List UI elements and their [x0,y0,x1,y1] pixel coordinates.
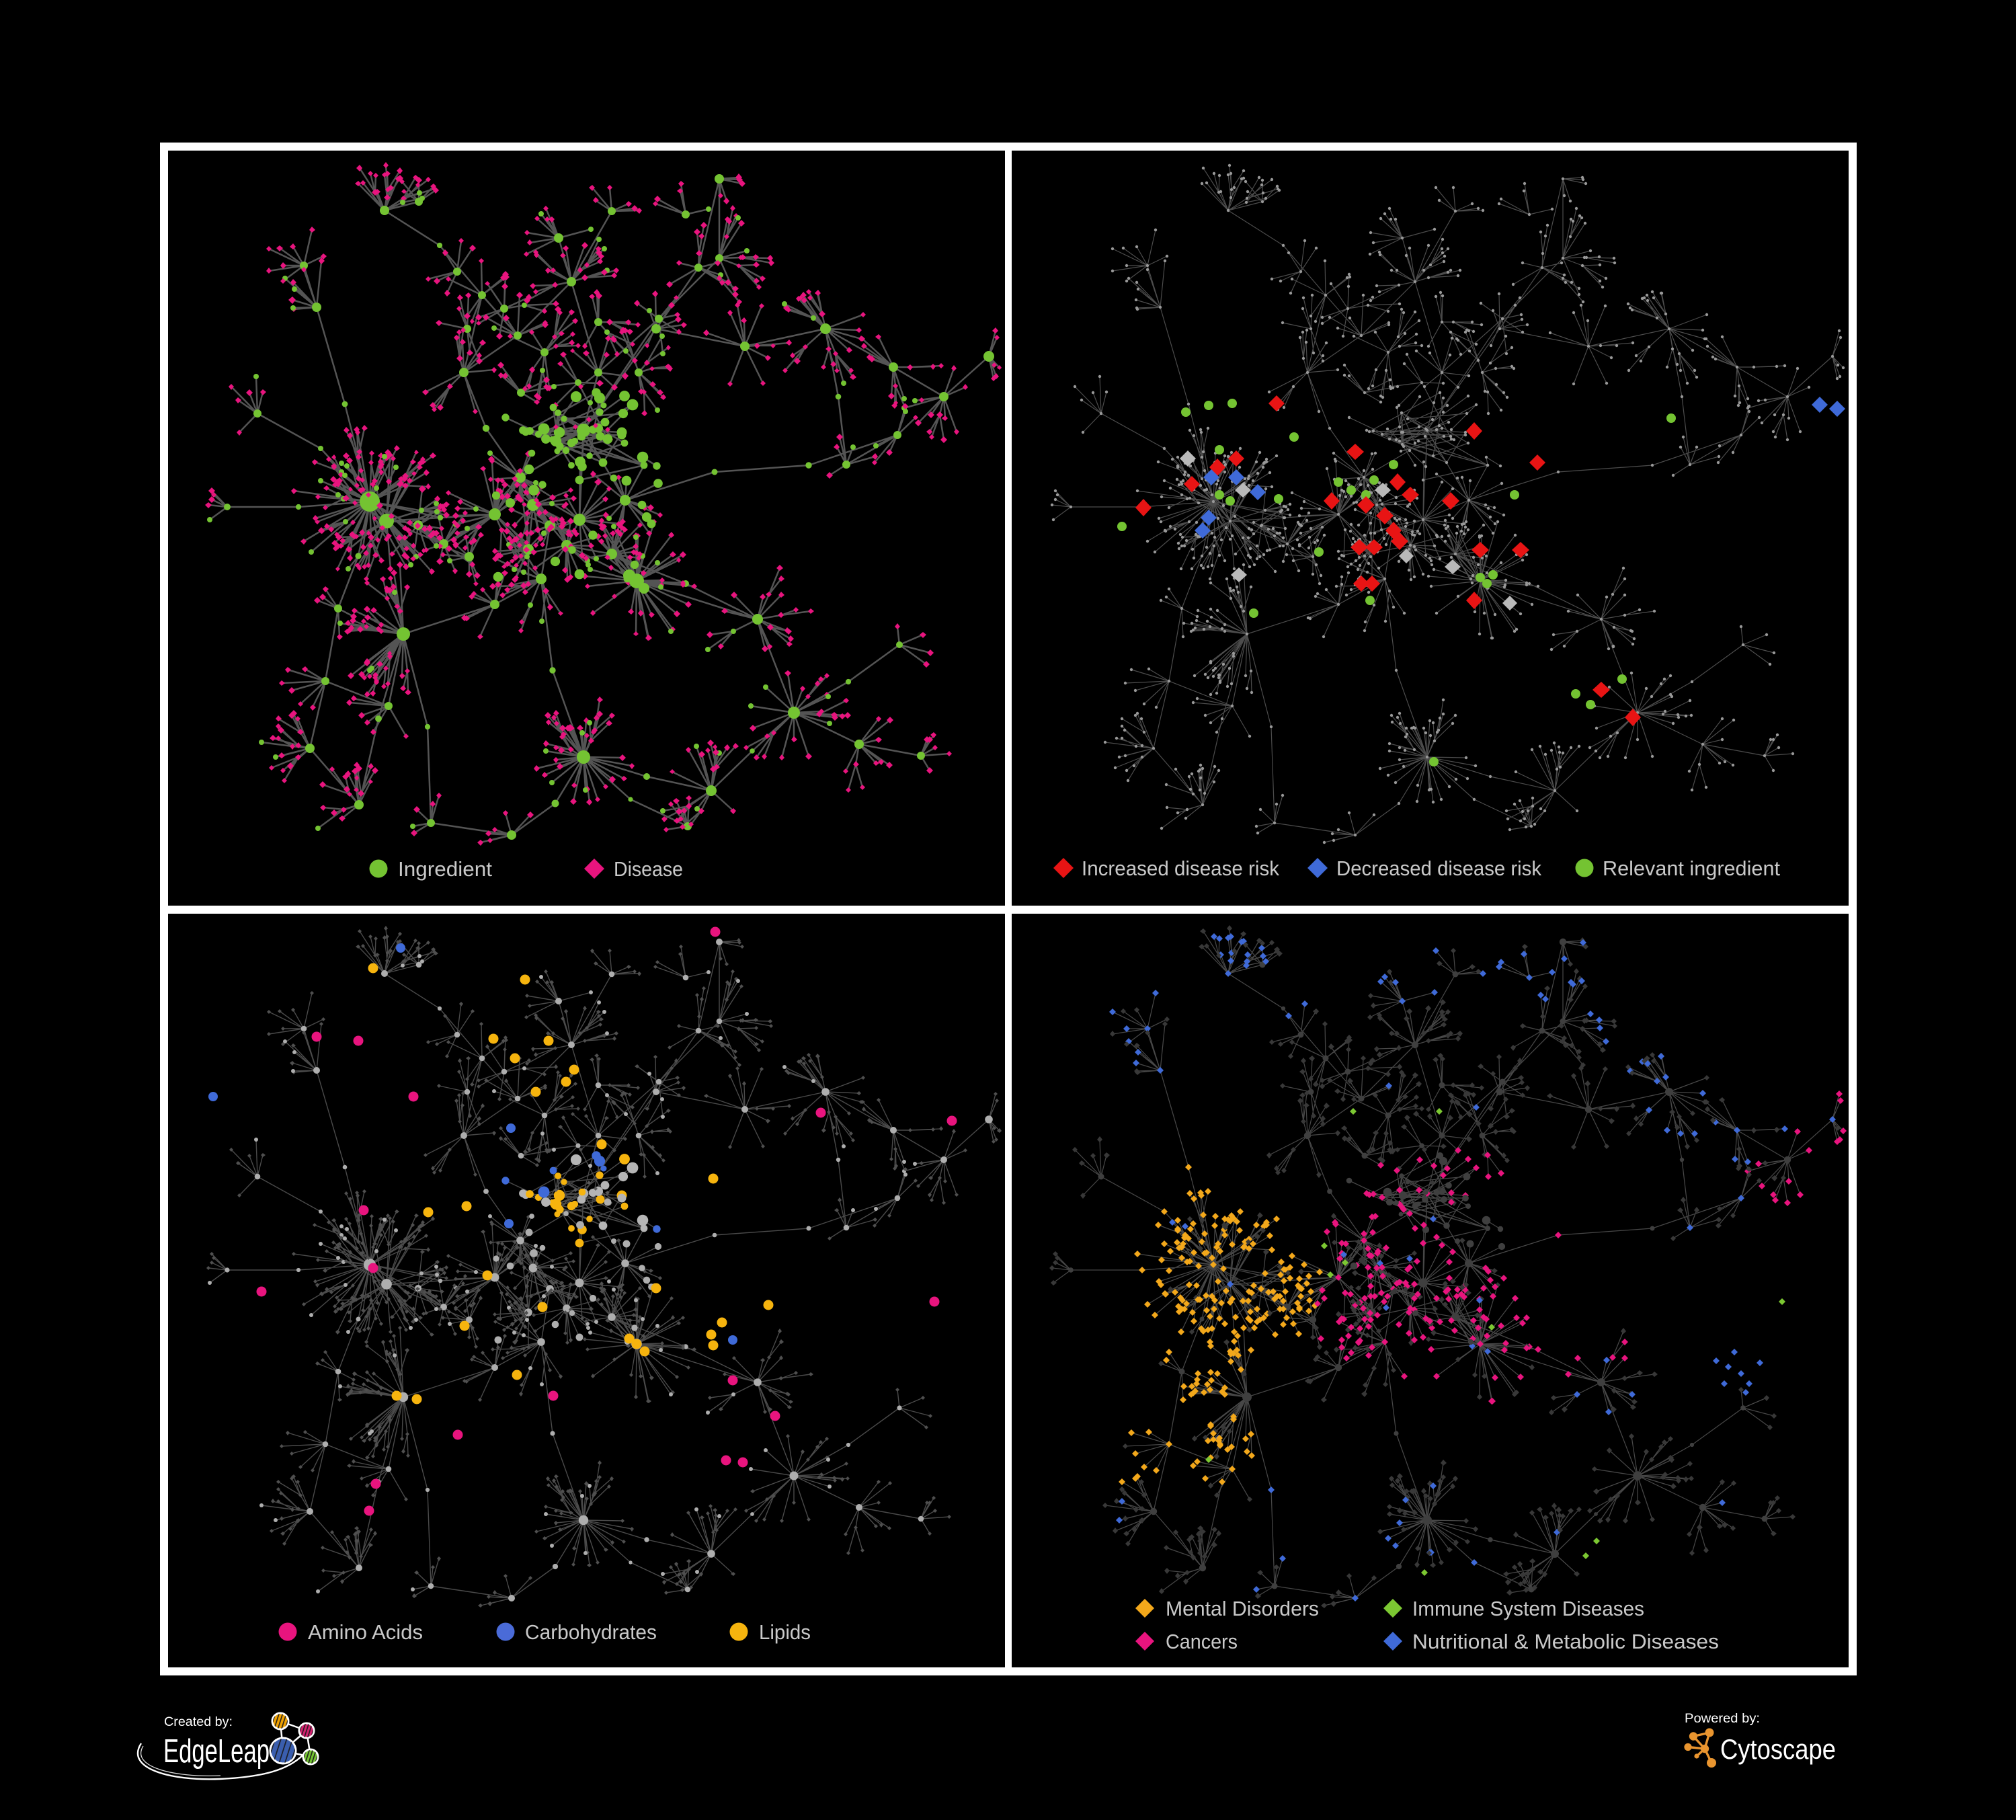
svg-text:EdgeLeap: EdgeLeap [163,1733,270,1770]
svg-text:Nutritional & Metabolic Diseas: Nutritional & Metabolic Diseases [1412,1630,1719,1653]
svg-text:Amino Acids: Amino Acids [308,1620,423,1644]
svg-text:Disease: Disease [614,857,683,881]
svg-text:Cytoscape: Cytoscape [1720,1733,1836,1765]
svg-text:Created by:: Created by: [164,1715,233,1729]
svg-text:Mental Disorders: Mental Disorders [1166,1597,1319,1620]
svg-text:Powered by:: Powered by: [1685,1712,1760,1726]
svg-text:Cancers: Cancers [1166,1630,1238,1653]
svg-text:Decreased disease risk: Decreased disease risk [1336,857,1541,880]
svg-text:Immune System Diseases: Immune System Diseases [1412,1597,1644,1620]
svg-text:Relevant ingredient: Relevant ingredient [1603,857,1780,880]
svg-text:Ingredient: Ingredient [398,857,492,881]
svg-text:Lipids: Lipids [759,1620,811,1644]
svg-text:Carbohydrates: Carbohydrates [525,1620,657,1644]
svg-text:Increased disease risk: Increased disease risk [1082,857,1279,880]
